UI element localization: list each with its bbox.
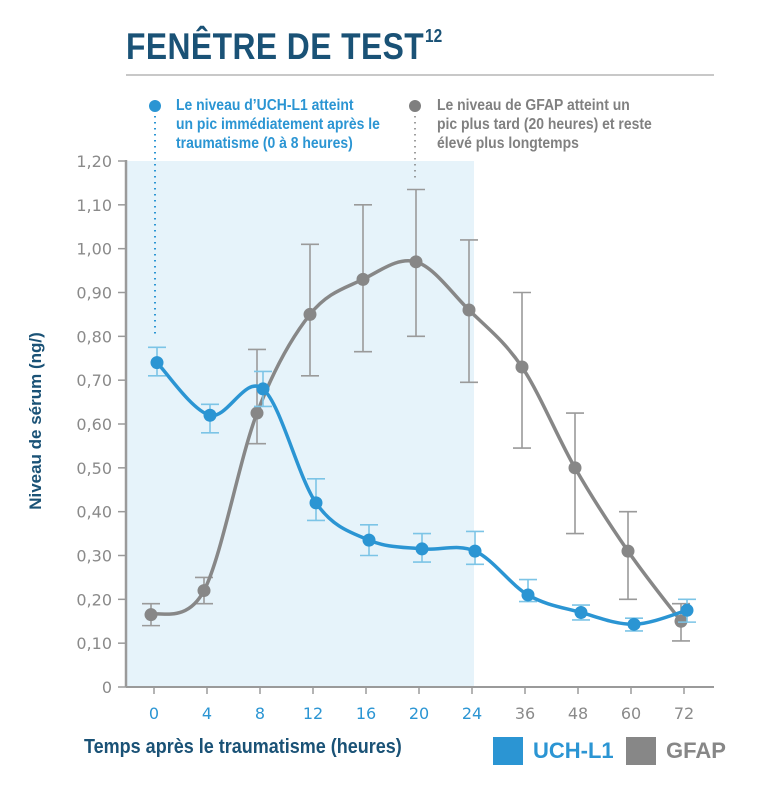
legend-swatch-gfap (626, 737, 656, 765)
data-point (568, 461, 582, 475)
data-point (256, 382, 270, 396)
title-divider (126, 74, 714, 76)
y-tick-label: 1,00 (76, 240, 112, 259)
x-tick-label: 4 (202, 704, 212, 723)
annotation-gfap-line-2: pic plus tard (20 heures) et reste (437, 116, 652, 133)
legend-item-uch-l1: UCH-L1 (493, 737, 614, 765)
data-point (674, 614, 688, 628)
data-point (197, 584, 211, 598)
title-text: FENÊTRE DE TEST (126, 26, 425, 67)
x-tick-label: 72 (674, 704, 694, 723)
y-tick-label: 0,50 (76, 459, 112, 478)
data-point (574, 605, 588, 619)
x-tick-label: 12 (303, 704, 323, 723)
y-tick-label: 0,40 (76, 503, 112, 522)
x-tick-label: 60 (621, 704, 641, 723)
data-point (521, 588, 535, 602)
gridlines (126, 160, 714, 644)
data-point (303, 307, 317, 321)
y-tick-label: 1,10 (76, 196, 112, 215)
data-point (250, 406, 264, 420)
y-tick-label: 0,10 (76, 634, 112, 653)
title-reference-superscript: 12 (425, 26, 443, 46)
data-point (150, 356, 164, 370)
annotation-gfap: Le niveau de GFAP atteint un pic plus ta… (437, 96, 652, 153)
data-point (415, 542, 429, 556)
x-tick-label: 48 (568, 704, 588, 723)
annotation-gfap-line-3: élevé plus longtemps (437, 135, 579, 152)
chart-title: FENÊTRE DE TEST12 (126, 26, 442, 68)
data-point (409, 255, 423, 269)
annotation-gfap-line-1: Le niveau de GFAP atteint un (437, 97, 630, 114)
series-uch-l1 (148, 346, 696, 632)
data-point (627, 617, 641, 631)
y-tick-label: 1,20 (76, 152, 112, 171)
annotation-uch-l1: Le niveau d’UCH-L1 atteint un pic immédi… (176, 96, 380, 153)
data-point (309, 496, 323, 510)
data-point (621, 544, 635, 558)
y-tick-label: 0,60 (76, 415, 112, 434)
data-point (462, 303, 476, 317)
data-point (203, 408, 217, 422)
data-point (362, 533, 376, 547)
annotation-uch-line-1: Le niveau d’UCH-L1 atteint (176, 97, 354, 114)
data-point (680, 603, 694, 617)
legend-swatch-uch-l1 (493, 737, 523, 765)
x-tick-label: 16 (356, 704, 376, 723)
annotation-uch-line-3: traumatisme (0 à 8 heures) (176, 135, 353, 152)
x-tick-label: 0 (149, 704, 159, 723)
annotation-gfap-bullet-icon (409, 100, 421, 112)
data-point (515, 360, 529, 374)
legend-item-gfap: GFAP (626, 737, 726, 765)
x-tick-label: 8 (255, 704, 265, 723)
data-point (356, 272, 370, 286)
y-tick-label: 0,70 (76, 371, 112, 390)
y-axis-title: Niveau de sérum (ng/) (26, 332, 45, 510)
x-axis-title: Temps après le traumatisme (heures) (84, 736, 402, 758)
legend-label-uch-l1: UCH-L1 (533, 738, 614, 763)
data-point (468, 544, 482, 558)
x-tick-label: 36 (515, 704, 535, 723)
x-tick-label: 20 (409, 704, 429, 723)
y-tick-label: 0,90 (76, 284, 112, 303)
data-point (144, 608, 158, 622)
axes: 0 0,10 0,20 0,30 0,40 0,50 0,60 0,70 0,80 0,90 1,0… (76, 152, 714, 723)
annotation-uch-line-2: un pic immédiatement après le (176, 116, 380, 133)
y-tick-label: 0 (102, 678, 112, 697)
annotation-uch-bullet-icon (149, 100, 161, 112)
y-tick-label: 0,30 (76, 547, 112, 566)
annotation-leader-lines (149, 100, 421, 335)
y-tick-label: 0,80 (76, 327, 112, 346)
legend-label-gfap: GFAP (666, 738, 726, 763)
y-tick-label: 0,20 (76, 590, 112, 609)
series-gfap (142, 188, 690, 642)
x-tick-label: 24 (462, 704, 482, 723)
